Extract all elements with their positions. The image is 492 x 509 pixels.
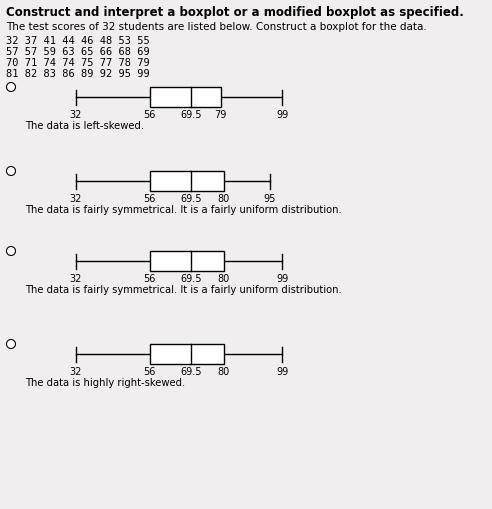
Text: 32: 32 [70,367,82,377]
Text: 32: 32 [70,194,82,204]
Circle shape [6,340,16,349]
Text: 69.5: 69.5 [181,194,202,204]
Text: The data is fairly symmetrical. It is a fairly uniform distribution.: The data is fairly symmetrical. It is a … [25,285,342,295]
Text: 70 71 74 74 75 77 78 79: 70 71 74 74 75 77 78 79 [6,58,150,68]
Text: 99: 99 [276,110,288,120]
Text: Construct and interpret a boxplot or a modified boxplot as specified.: Construct and interpret a boxplot or a m… [6,6,464,19]
Text: 99: 99 [276,367,288,377]
Text: The test scores of 32 students are listed below. Construct a boxplot for the dat: The test scores of 32 students are liste… [6,22,427,32]
Text: 56: 56 [144,367,156,377]
Text: 81 82 83 86 89 92 95 99: 81 82 83 86 89 92 95 99 [6,69,150,79]
Bar [150,87,220,107]
Text: 69.5: 69.5 [181,367,202,377]
Text: 32 37 41 44 46 48 53 55: 32 37 41 44 46 48 53 55 [6,36,150,46]
Text: The data is highly right-skewed.: The data is highly right-skewed. [25,378,185,388]
Text: 79: 79 [215,110,227,120]
Text: 57 57 59 63 65 66 68 69: 57 57 59 63 65 66 68 69 [6,47,150,57]
Text: 32: 32 [70,110,82,120]
Bar [150,171,224,191]
Text: 69.5: 69.5 [181,110,202,120]
Circle shape [6,166,16,176]
Text: 69.5: 69.5 [181,274,202,284]
Text: The data is fairly symmetrical. It is a fairly uniform distribution.: The data is fairly symmetrical. It is a … [25,205,342,215]
Text: 32: 32 [70,274,82,284]
Circle shape [6,82,16,92]
Text: The data is left-skewed.: The data is left-skewed. [25,121,144,131]
Circle shape [6,246,16,256]
Text: 95: 95 [264,194,276,204]
Text: 80: 80 [217,367,230,377]
Text: 56: 56 [144,274,156,284]
Text: 80: 80 [217,194,230,204]
Bar [150,344,224,364]
Text: 99: 99 [276,274,288,284]
Bar [150,251,224,271]
Text: 56: 56 [144,110,156,120]
Text: 80: 80 [217,274,230,284]
Text: 56: 56 [144,194,156,204]
